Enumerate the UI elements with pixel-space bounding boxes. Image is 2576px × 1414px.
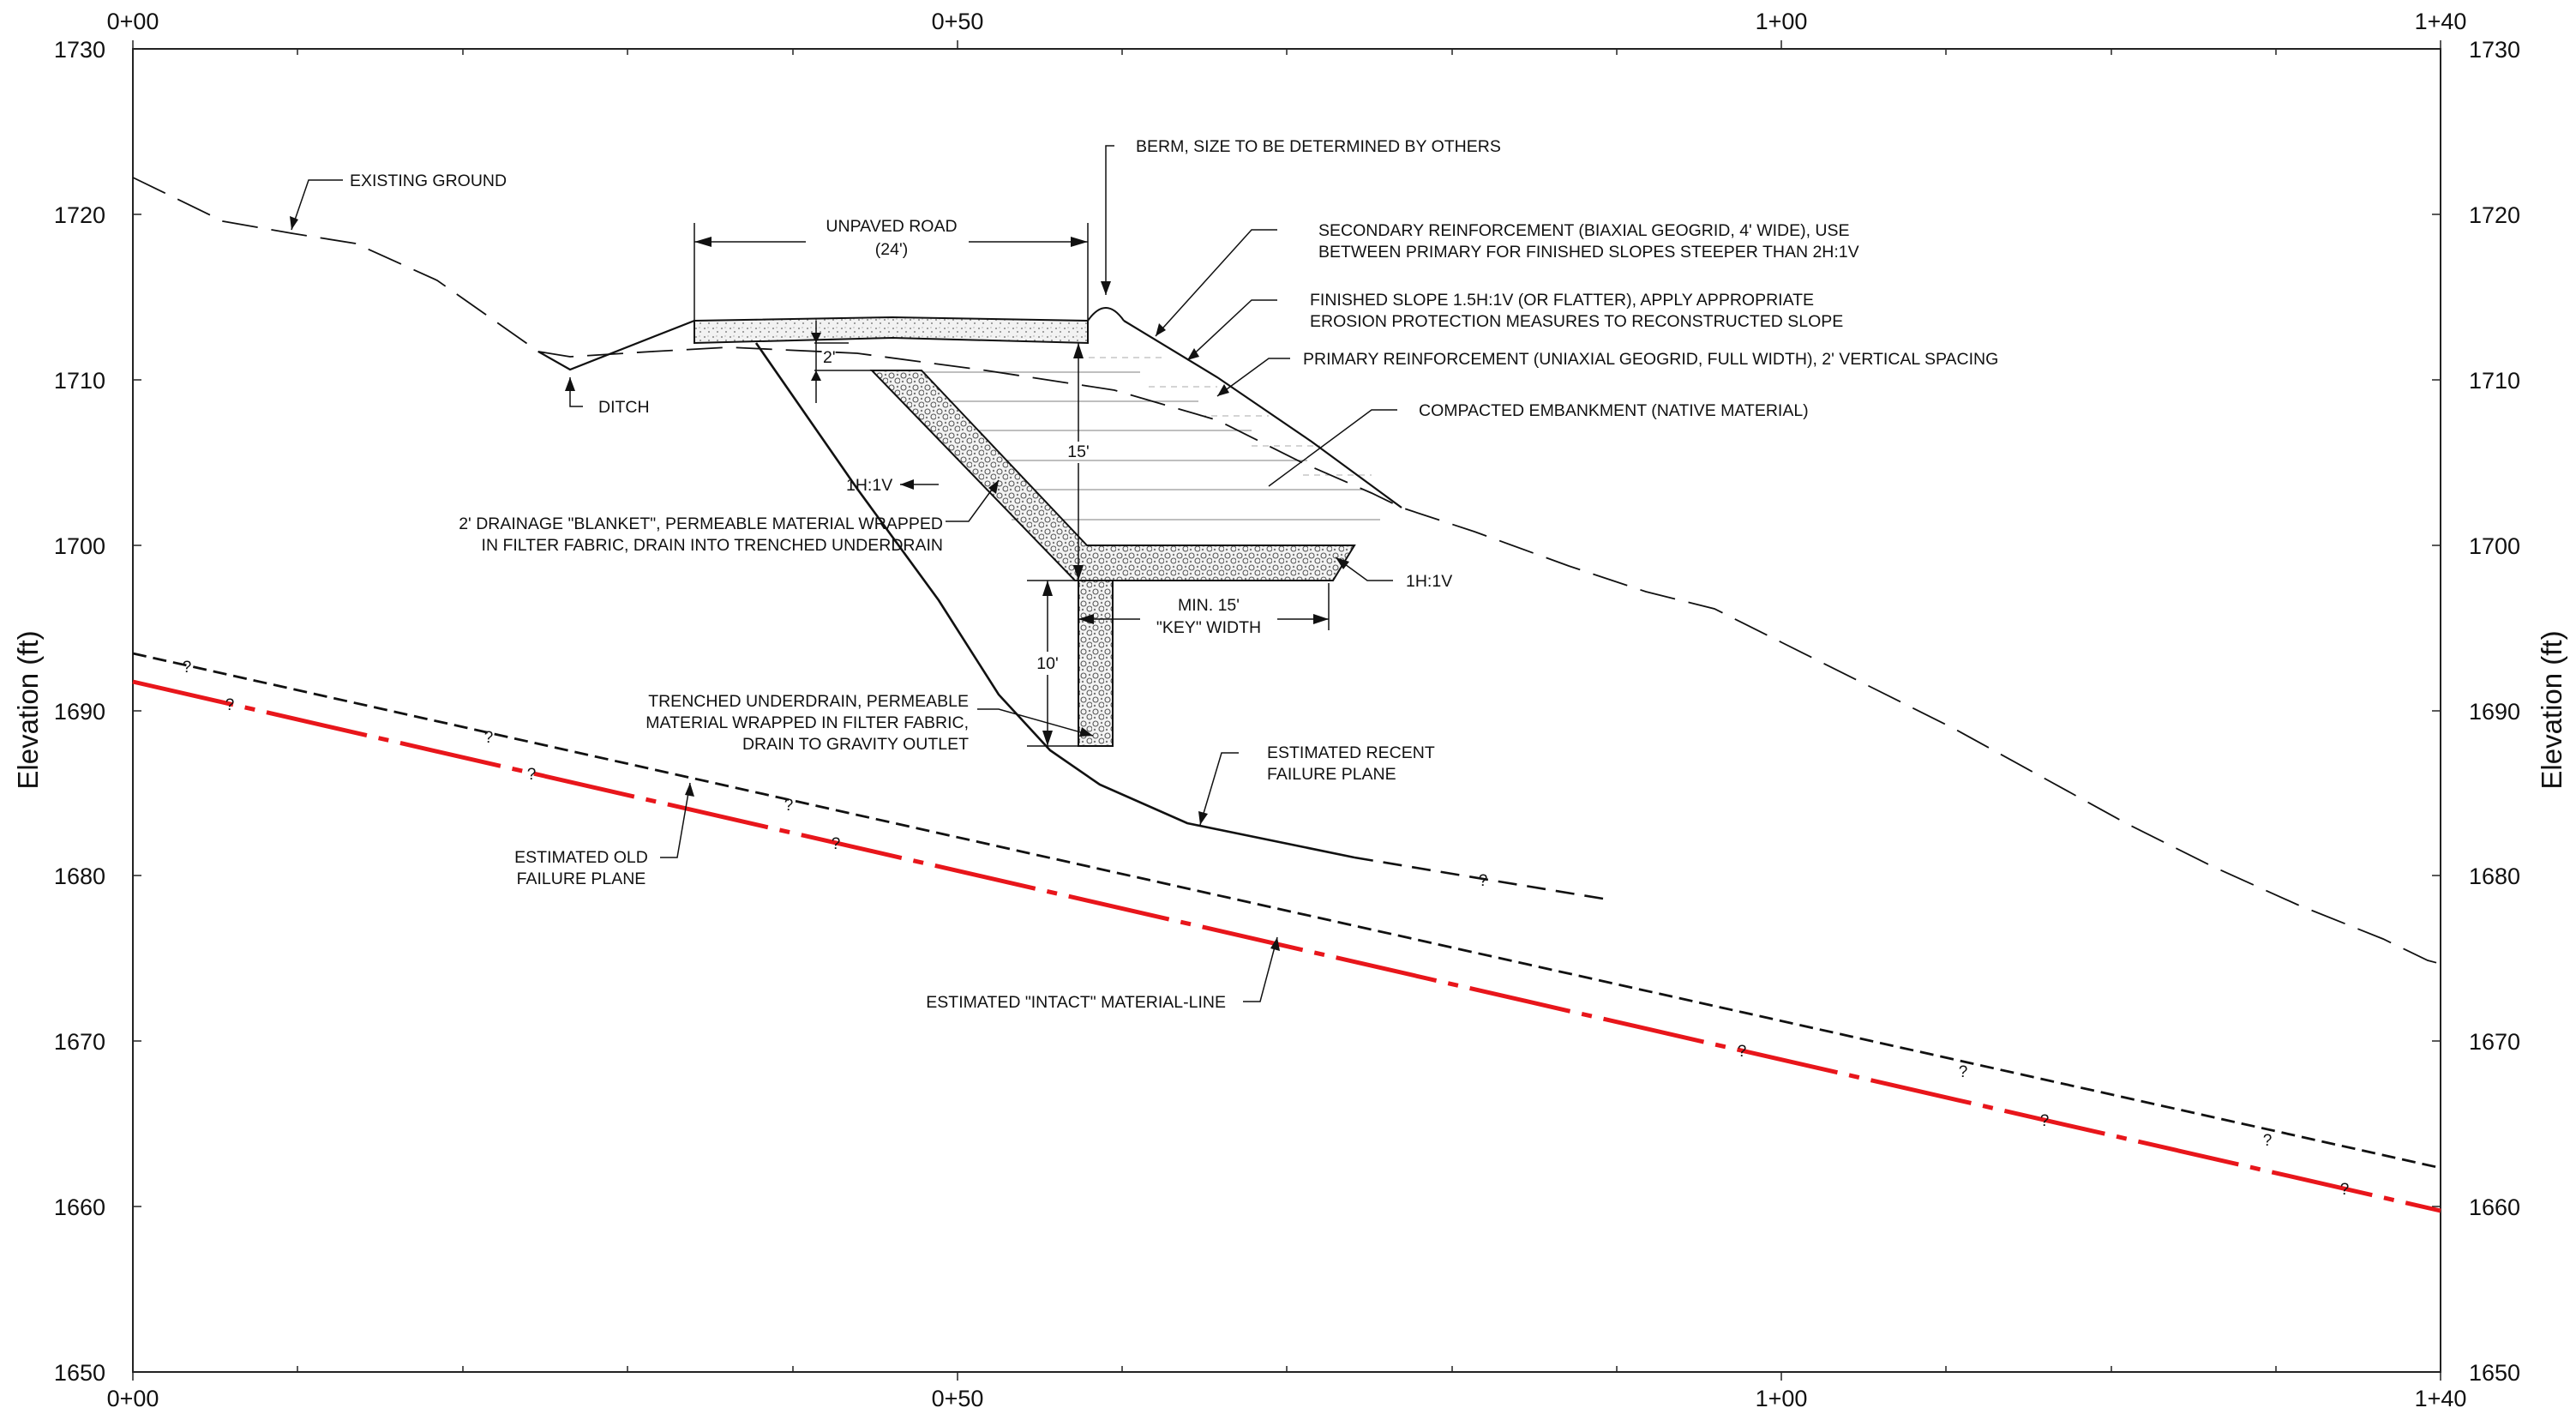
recent-failure-label-1: ESTIMATED RECENT xyxy=(1267,743,1435,762)
drainage-blanket-label-1: 2' DRAINAGE "BLANKET", PERMEABLE MATERIA… xyxy=(459,514,943,533)
station-label-top-1: 0+50 xyxy=(932,9,984,34)
elevation-label-left-1730: 1730 xyxy=(54,37,105,63)
ditch-label: DITCH xyxy=(598,398,650,417)
station-label-top-2: 1+00 xyxy=(1756,9,1808,34)
question-mark: ? xyxy=(2263,1132,2273,1150)
question-mark: ? xyxy=(527,766,537,784)
old-failure-label-2: FAILURE PLANE xyxy=(517,869,646,888)
dimension-2ft-label: 2' xyxy=(823,348,836,367)
elevation-label-right-1700: 1700 xyxy=(2469,533,2520,559)
slope-1h1v-lower-label: 1H:1V xyxy=(1406,572,1452,591)
secondary-reinforcement-strips xyxy=(1089,357,1372,476)
y-axis-title-right: Elevation (ft) xyxy=(2536,630,2567,789)
elevation-labels-right: 1730 1720 1710 1700 1690 1680 1670 1660 … xyxy=(2469,37,2520,1386)
elevation-label-left-1670: 1670 xyxy=(54,1029,105,1055)
axis-ticks xyxy=(132,40,2441,1381)
trenched-underdrain xyxy=(1078,580,1114,747)
finished-slope-line xyxy=(1123,320,1402,508)
compacted-embankment-label: COMPACTED EMBANKMENT (NATIVE MATERIAL) xyxy=(1419,401,1809,420)
station-label-bottom-3: 1+40 xyxy=(2415,1386,2467,1411)
question-mark: ? xyxy=(183,659,192,677)
elevation-label-right-1650: 1650 xyxy=(2469,1360,2520,1386)
dimension-15ft-label: 15' xyxy=(1067,442,1089,461)
existing-ground-line xyxy=(132,177,2441,965)
question-mark: ? xyxy=(1738,1043,1747,1061)
elevation-label-right-1660: 1660 xyxy=(2469,1194,2520,1220)
leader-arrowheads xyxy=(290,216,1349,951)
dimension-arrowheads xyxy=(694,237,1329,746)
elevation-label-right-1690: 1690 xyxy=(2469,699,2520,725)
uncertainty-marks: ? ? ? ? ? ? ? ? ? ? ? ? xyxy=(183,659,2350,1199)
leader-lines xyxy=(291,145,1397,1002)
y-axis-title-left: Elevation (ft) xyxy=(12,630,44,789)
dimension-10ft-label: 10' xyxy=(1036,654,1058,673)
elevation-label-right-1670: 1670 xyxy=(2469,1029,2520,1055)
question-mark: ? xyxy=(225,696,235,714)
finished-slope-label-2: EROSION PROTECTION MEASURES TO RECONSTRU… xyxy=(1310,312,1843,331)
drainage-blanket-label-2: IN FILTER FABRIC, DRAIN INTO TRENCHED UN… xyxy=(482,536,943,555)
old-failure-label-1: ESTIMATED OLD xyxy=(514,848,648,867)
unpaved-road-label: UNPAVED ROAD xyxy=(826,217,957,236)
existing-ground-label: EXISTING GROUND xyxy=(350,171,507,190)
question-mark: ? xyxy=(1959,1063,1968,1081)
elevation-label-left-1650: 1650 xyxy=(54,1360,105,1386)
secondary-reinforcement-label-1: SECONDARY REINFORCEMENT (BIAXIAL GEOGRID… xyxy=(1318,221,1850,240)
underdrain-label-2: MATERIAL WRAPPED IN FILTER FABRIC, xyxy=(646,713,969,732)
elevation-label-left-1680: 1680 xyxy=(54,863,105,889)
recent-failure-label-2: FAILURE PLANE xyxy=(1267,765,1396,784)
berm-label: BERM, SIZE TO BE DETERMINED BY OTHERS xyxy=(1136,137,1501,156)
slope-1h1v-upper-label: 1H:1V xyxy=(846,476,892,495)
intact-material-line xyxy=(132,679,2441,1213)
plot-frame xyxy=(132,48,2441,1373)
elevation-label-left-1700: 1700 xyxy=(54,533,105,559)
ditch-profile xyxy=(537,319,695,371)
question-mark: ? xyxy=(784,797,794,815)
question-mark: ? xyxy=(2340,1181,2350,1199)
elevation-label-left-1690: 1690 xyxy=(54,699,105,725)
intact-line-label: ESTIMATED "INTACT" MATERIAL-LINE xyxy=(926,993,1226,1012)
question-mark: ? xyxy=(484,729,494,747)
berm xyxy=(1087,307,1125,322)
unpaved-road-width-label: (24') xyxy=(875,240,908,259)
primary-reinforcement-label: PRIMARY REINFORCEMENT (UNIAXIAL GEOGRID,… xyxy=(1303,350,1998,369)
recent-failure-plane-solid xyxy=(754,342,1355,859)
elevation-label-left-1660: 1660 xyxy=(54,1194,105,1220)
station-label-top-3: 1+40 xyxy=(2415,9,2467,34)
elevation-label-left-1710: 1710 xyxy=(54,368,105,394)
question-mark: ? xyxy=(832,835,841,853)
old-failure-plane xyxy=(132,652,2441,1170)
station-label-bottom-1: 0+50 xyxy=(932,1386,984,1411)
station-label-bottom-2: 1+00 xyxy=(1756,1386,1808,1411)
key-width-label-1: MIN. 15' xyxy=(1178,596,1240,615)
elevation-label-right-1730: 1730 xyxy=(2469,37,2520,63)
elevation-label-right-1720: 1720 xyxy=(2469,202,2520,228)
recent-failure-plane-dashed xyxy=(1354,856,1604,900)
elevation-label-left-1720: 1720 xyxy=(54,202,105,228)
question-mark: ? xyxy=(1479,872,1488,890)
key-width-label-2: "KEY" WIDTH xyxy=(1156,618,1261,637)
station-label-top-0: 0+00 xyxy=(107,9,159,34)
underdrain-label-3: DRAIN TO GRAVITY OUTLET xyxy=(742,735,969,754)
underdrain-label-1: TRENCHED UNDERDRAIN, PERMEABLE xyxy=(648,692,969,711)
station-label-bottom-0: 0+00 xyxy=(107,1386,159,1411)
unpaved-road-section xyxy=(694,316,1089,345)
elevation-label-right-1680: 1680 xyxy=(2469,863,2520,889)
elevation-labels-left: 1730 1720 1710 1700 1690 1680 1670 1660 … xyxy=(54,37,105,1386)
elevation-label-right-1710: 1710 xyxy=(2469,368,2520,394)
finished-slope-label-1: FINISHED SLOPE 1.5H:1V (OR FLATTER), APP… xyxy=(1310,291,1814,310)
secondary-reinforcement-label-2: BETWEEN PRIMARY FOR FINISHED SLOPES STEE… xyxy=(1318,243,1859,262)
question-mark: ? xyxy=(2040,1112,2050,1130)
